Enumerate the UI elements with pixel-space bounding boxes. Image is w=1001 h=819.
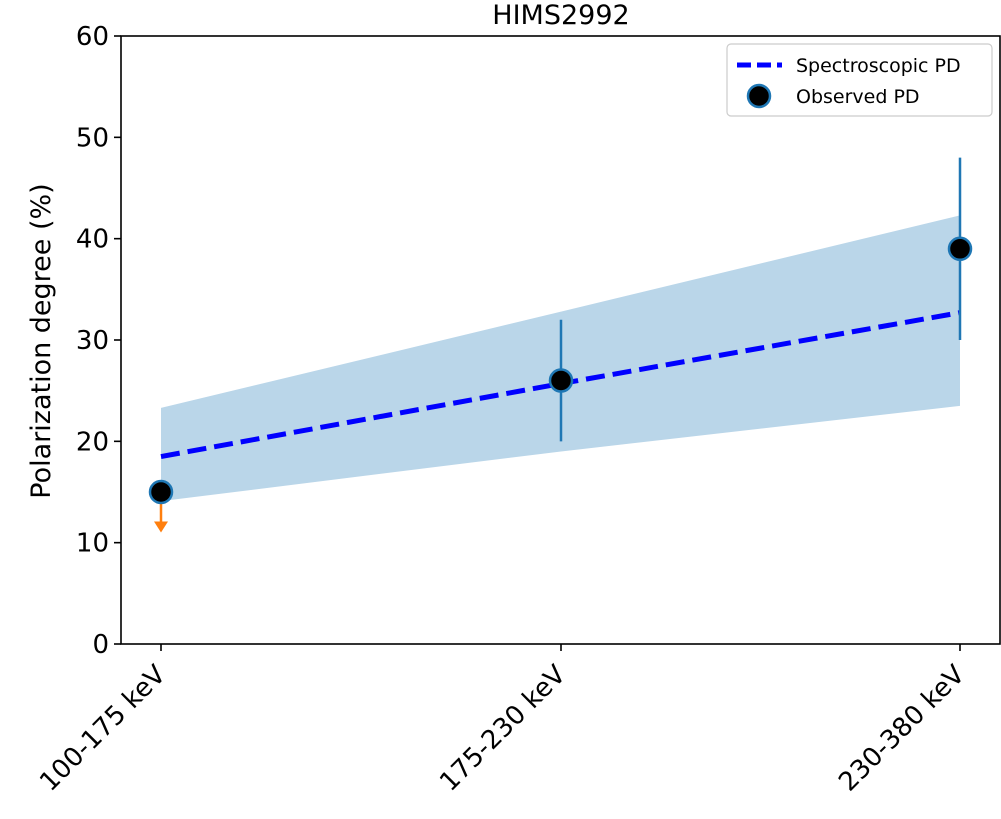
observed-pd-point [148,479,174,505]
legend-marker-swatch [746,83,772,109]
x-tick-label: 230-380 keV [833,660,971,798]
x-tick-label: 175-230 keV [434,660,572,798]
observed-pd-point [947,236,973,262]
x-tick-label: 100-175 keV [34,660,172,798]
y-tick-label: 20 [76,427,109,457]
chart-title: HIMS2992 [492,0,629,31]
y-axis-label: Polarization degree (%) [26,183,57,498]
y-tick-label: 40 [76,225,109,255]
legend-box [726,43,993,117]
marker-layer [148,236,973,505]
observed-pd-point [548,368,574,393]
y-tick-label: 10 [76,529,109,559]
y-tick-label: 30 [76,326,109,356]
y-tick-label: 50 [76,123,109,153]
legend: Spectroscopic PD Observed PD [726,43,993,117]
legend-label-observed: Observed PD [796,86,920,108]
y-tick-label: 60 [76,22,109,52]
legend-label-spectroscopic: Spectroscopic PD [796,55,961,77]
y-tick-label: 0 [92,630,109,660]
upper-limit-arrow-head [154,521,168,533]
